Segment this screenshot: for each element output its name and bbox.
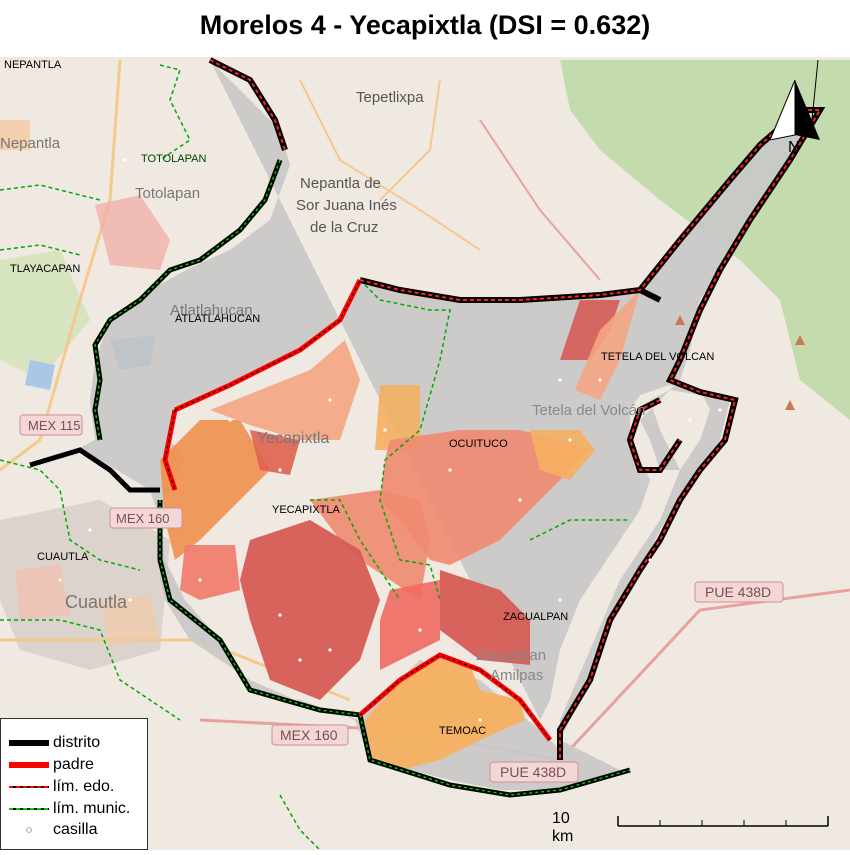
section-red-4 — [440, 570, 530, 665]
municipal-boundary-7 — [529, 519, 630, 541]
basemap-label-atlatlahucan: Atlatlahucan — [170, 302, 253, 319]
legend-item-lim-edo: lím. edo. — [9, 778, 115, 795]
section-red-tetela — [560, 300, 620, 360]
svg-text:N: N — [788, 139, 800, 156]
basemap-label-tetela: Tetela del Volcán — [532, 402, 645, 419]
north-arrow-icon: N — [769, 59, 820, 156]
scale-bar-ticks — [617, 816, 829, 827]
section-orange-2 — [375, 385, 420, 450]
municipal-boundary-2 — [0, 184, 101, 201]
basemap-label-tepetlixpa: Tepetlixpa — [356, 89, 424, 106]
svg-text:MEX 115: MEX 115 — [28, 418, 81, 433]
water-body-2 — [25, 360, 55, 390]
outside-section-2 — [0, 120, 30, 150]
road-3 — [299, 79, 481, 251]
district-boundary-sw-inner — [159, 500, 361, 716]
section-salmon-3 — [380, 430, 590, 565]
section-orange-1 — [160, 420, 270, 560]
svg-text:MEX 160: MEX 160 — [280, 727, 338, 743]
legend-item-casilla: casilla — [9, 820, 145, 840]
road-shield-mex160-south: MEX 160 — [271, 724, 349, 746]
section-salmon-tetela — [575, 290, 640, 400]
municipality-label-temoac: TEMOAC — [439, 725, 486, 737]
basemap-label-amilpas: Amilpas — [490, 667, 543, 684]
basemap-label-cuautla: Cuautla — [65, 592, 128, 612]
basemap-label-de-la-cruz: de la Cruz — [310, 219, 378, 236]
municipality-label-zacualpan: ZACUALPAN — [503, 611, 568, 623]
road-shield-pue438d-east: PUE 438D — [694, 581, 784, 603]
district-boundary-black — [29, 447, 160, 493]
municipality-label-yecapixtla: YECAPIXTLA — [272, 504, 341, 516]
section-orange-3 — [530, 430, 595, 480]
basemap-label-yecapixtla: Yecapixtla — [257, 430, 329, 447]
municipal-boundary-8 — [0, 619, 181, 721]
municipality-label-cuautla: CUAUTLA — [37, 551, 89, 563]
basemap-label-totolapan: Totolapan — [135, 185, 200, 202]
legend-item-distrito: distrito — [9, 734, 101, 751]
peak-marker-3 — [795, 335, 805, 345]
legend: distrito padre lím. edo. lím. munic. cas… — [0, 718, 148, 850]
peak-marker — [675, 315, 685, 325]
casilla-points — [58, 158, 722, 722]
map-canvas[interactable]: Tepetlixpa Nepantla de Sor Juana Inés de… — [0, 57, 850, 851]
basemap-label-sor-juana: Sor Juana Inés — [296, 197, 397, 214]
road-shield-mex160-west: MEX 160 — [109, 507, 183, 529]
municipality-label-tlayacapan: TLAYACAPAN — [10, 263, 80, 275]
outside-section-3 — [15, 565, 70, 620]
basemap-label-nepantla-de: Nepantla de — [300, 175, 381, 192]
section-salmon-1 — [210, 340, 360, 440]
state-boundary-loop — [626, 397, 683, 473]
road-6 — [479, 119, 601, 281]
basemap-label-zacualpan: Zacualpan — [476, 647, 546, 664]
municipal-boundary-4 — [0, 459, 141, 571]
road-4 — [379, 79, 441, 201]
outside-section-1 — [95, 195, 170, 270]
municipal-boundary-9 — [279, 794, 321, 851]
district-boundary-west-inner — [94, 159, 281, 441]
section-red-1 — [250, 430, 300, 475]
district-boundary-south-inner — [359, 714, 631, 796]
state-boundary-east-inner — [209, 59, 822, 760]
municipality-label-totolapan: TOTOLAPAN — [141, 153, 206, 165]
municipality-label-tetela: TETELA DEL VOLCAN — [601, 351, 714, 363]
section-salmon-4 — [180, 545, 240, 600]
parent-boundary-inner — [164, 279, 551, 741]
section-red-2 — [240, 520, 380, 700]
svg-text:PUE 438D: PUE 438D — [705, 584, 771, 600]
road-shield-pue438d-south: PUE 438D — [489, 761, 579, 783]
map-title: Morelos 4 - Yecapixtla (DSI = 0.632) — [199, 10, 651, 40]
svg-text:MEX 160: MEX 160 — [116, 511, 169, 526]
park-area — [0, 250, 90, 380]
legend-item-lim-munic: lím. munic. — [9, 800, 131, 817]
municipality-label-ocuituco: OCUITUCO — [449, 438, 508, 450]
road-shield-mex115: MEX 115 — [19, 414, 83, 436]
municipal-boundary-1 — [159, 64, 191, 161]
peak-marker-2 — [785, 400, 795, 410]
road-1 — [0, 59, 122, 472]
district-polygon — [30, 60, 820, 790]
outside-section-4 — [100, 595, 160, 645]
section-orange-temoac — [365, 655, 525, 770]
municipal-boundary-6 — [310, 499, 401, 601]
basemap-label-nepantla: Nepantla — [0, 135, 61, 152]
legend-item-padre: padre — [9, 756, 94, 773]
municipality-label-atlatlahucan: ATLATLAHUCAN — [175, 313, 260, 325]
section-red-3 — [380, 580, 440, 670]
svg-text:PUE 438D: PUE 438D — [500, 764, 566, 780]
municipality-label-nepantla: NEPANTLA — [4, 59, 62, 71]
